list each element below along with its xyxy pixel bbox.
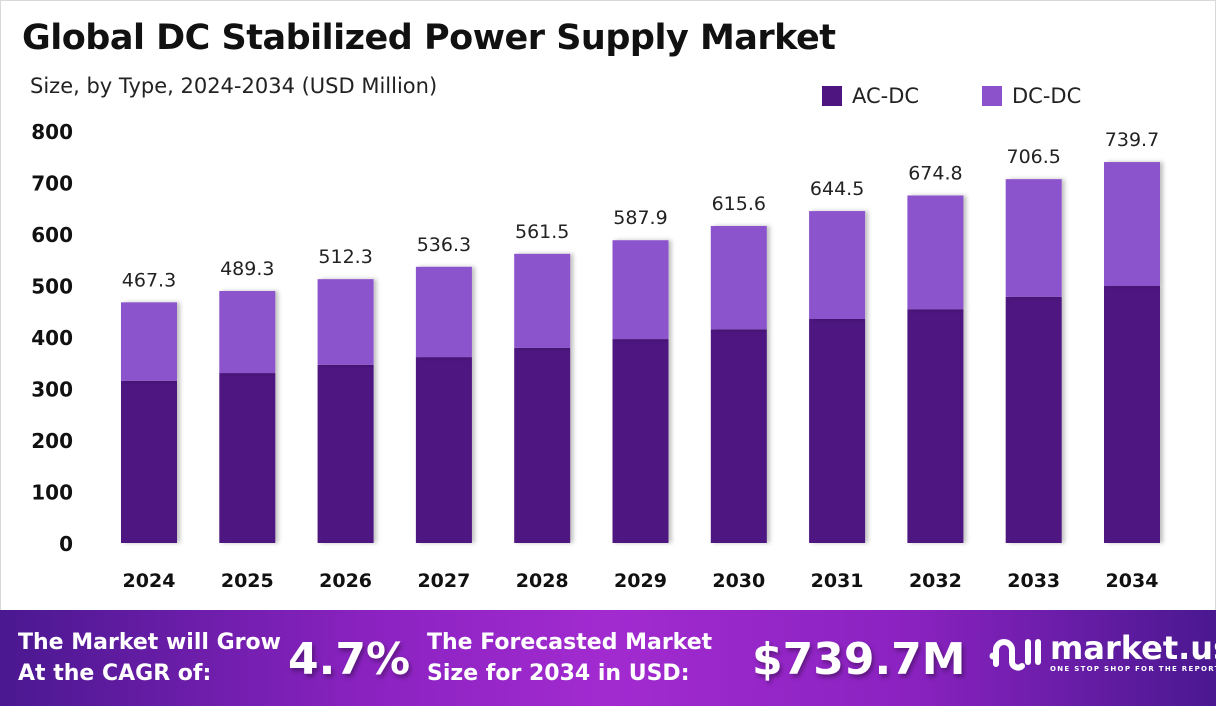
bar-dc-dc-2030 (710, 225, 767, 330)
bar-dc-dc-2024 (121, 302, 177, 381)
y-tick-label: 100 (31, 481, 73, 505)
total-data-label: 536.3 (417, 234, 471, 256)
logo-tagline: ONE STOP SHOP FOR THE REPORTS (1050, 665, 1216, 673)
bar-dc-dc-2033 (1005, 179, 1062, 297)
bar-ac-dc-2034 (1104, 286, 1160, 543)
bar-ac-dc-2030 (710, 329, 767, 543)
legend-label: AC-DC (852, 84, 920, 108)
market-us-logo: market.us ONE STOP SHOP FOR THE REPORTS (988, 630, 1216, 674)
chart-subtitle: Size, by Type, 2024-2034 (USD Million) (30, 74, 438, 98)
bar-dc-dc-2031 (809, 211, 866, 319)
y-tick-label: 600 (31, 223, 73, 247)
stacked-bar-chart: 0 100 200 300 400 500 600 700 800 467.3 2024 489.3 2… (31, 120, 1160, 592)
total-data-label: 674.8 (908, 162, 962, 184)
bar-dc-dc-2027 (415, 266, 472, 358)
total-data-label: 644.5 (810, 178, 864, 200)
y-tick-label: 300 (31, 378, 73, 402)
x-tick-label: 2033 (1007, 570, 1060, 592)
bar-dc-dc-2029 (612, 240, 669, 340)
chart-title: Global DC Stabilized Power Supply Market (22, 18, 836, 58)
x-tick-label: 2030 (712, 570, 765, 592)
logo-name: market.us (1050, 629, 1216, 667)
bar-dc-dc-2028 (514, 253, 571, 348)
legend-item-ac-dc: AC-DC (822, 84, 919, 108)
bar-ac-dc-2025 (219, 373, 276, 543)
bar-ac-dc-2028 (514, 347, 571, 543)
bar-ac-dc-2033 (1005, 296, 1062, 543)
y-tick-label: 700 (31, 172, 73, 196)
x-tick-label: 2028 (516, 570, 569, 592)
total-data-label: 489.3 (220, 258, 274, 280)
x-tick-label: 2027 (417, 570, 470, 592)
x-tick-label: 2026 (319, 570, 372, 592)
total-data-label: 706.5 (1006, 146, 1060, 168)
x-tick-label: 2025 (221, 570, 274, 592)
total-data-label: 512.3 (318, 246, 372, 268)
forecast-value: $739.7M (752, 634, 966, 685)
total-data-label: 561.5 (515, 221, 569, 243)
footer-banner: The Market will Grow At the CAGR of: 4.7… (0, 610, 1216, 706)
y-tick-label: 0 (59, 532, 73, 556)
x-tick-label: 2032 (909, 570, 962, 592)
cagr-label-line1: The Market will Grow (18, 630, 281, 655)
bar-ac-dc-2029 (612, 339, 669, 543)
y-tick-label: 200 (31, 429, 73, 453)
bar-ac-dc-2032 (907, 309, 964, 543)
bar-dc-dc-2025 (219, 291, 276, 374)
bar-ac-dc-2024 (121, 380, 177, 543)
cagr-value: 4.7% (288, 634, 411, 685)
forecast-label-line2: Size for 2034 in USD: (427, 661, 690, 686)
bar-ac-dc-2026 (317, 364, 374, 543)
x-tick-label: 2031 (811, 570, 864, 592)
bar-dc-dc-2026 (317, 279, 374, 365)
legend-swatch-ac-dc (822, 86, 842, 106)
total-data-label: 615.6 (712, 193, 766, 215)
cagr-label: The Market will Grow At the CAGR of: (18, 627, 281, 689)
x-tick-label: 2024 (123, 570, 176, 592)
forecast-label-line1: The Forecasted Market (427, 630, 713, 655)
cagr-label-line2: At the CAGR of: (18, 661, 212, 686)
bar-ac-dc-2031 (809, 318, 866, 543)
forecast-label: The Forecasted Market Size for 2034 in U… (427, 627, 712, 689)
bar-dc-dc-2034 (1104, 162, 1160, 287)
legend-label: DC-DC (1012, 84, 1082, 108)
total-data-label: 739.7 (1105, 129, 1159, 151)
total-data-label: 587.9 (613, 207, 667, 229)
bar-dc-dc-2032 (907, 195, 964, 310)
total-data-label: 467.3 (122, 269, 176, 291)
y-tick-label: 800 (31, 120, 73, 144)
legend-item-dc-dc: DC-DC (982, 84, 1081, 108)
y-tick-label: 400 (31, 326, 73, 350)
market-us-logo-icon (989, 639, 1041, 671)
y-tick-label: 500 (31, 275, 73, 299)
x-tick-label: 2034 (1106, 570, 1159, 592)
x-tick-label: 2029 (614, 570, 667, 592)
bar-ac-dc-2027 (415, 357, 472, 543)
legend-swatch-dc-dc (982, 86, 1002, 106)
